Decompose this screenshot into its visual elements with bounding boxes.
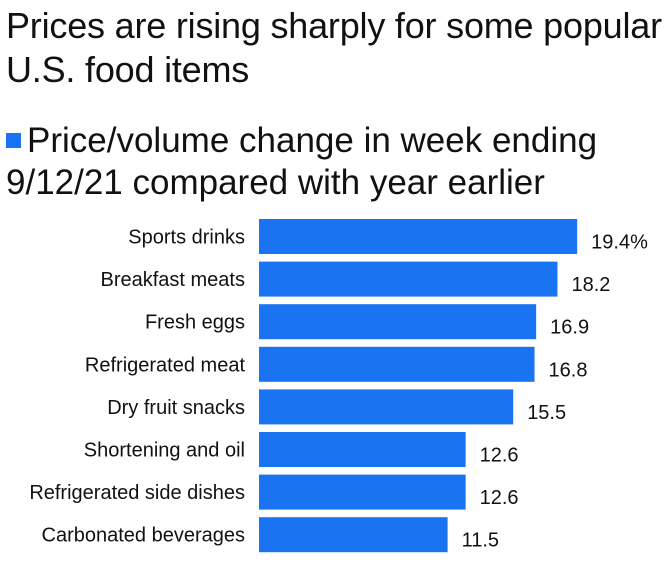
- category-label: Carbonated beverages: [42, 525, 245, 547]
- bar: [259, 517, 448, 553]
- bar: [259, 219, 578, 254]
- value-label: 19.4%: [591, 232, 648, 254]
- bar: [259, 346, 535, 382]
- chart-title: Prices are rising sharply for some popul…: [6, 5, 662, 90]
- category-label: Dry fruit snacks: [107, 397, 245, 419]
- legend: Price/volume change in week ending 9/12/…: [6, 120, 666, 204]
- value-label: 12.6: [480, 445, 519, 467]
- category-label: Shortening and oil: [84, 440, 245, 462]
- value-label: 16.9: [550, 317, 589, 339]
- category-label: Sports drinks: [128, 227, 245, 249]
- value-label: 11.5: [462, 530, 499, 552]
- bar: [259, 389, 514, 425]
- category-label: Fresh eggs: [145, 312, 245, 334]
- value-label: 12.6: [480, 487, 519, 509]
- bar-chart: Sports drinks 19.4% Breakfast meats 18.2 Fre…: [29, 219, 648, 553]
- legend-swatch: [6, 133, 21, 148]
- bar: [259, 474, 466, 510]
- value-label: 18.2: [571, 274, 610, 296]
- category-label: Refrigerated meat: [85, 354, 246, 376]
- category-label: Refrigerated side dishes: [29, 482, 245, 504]
- legend-label: Price/volume change in week ending 9/12/…: [6, 121, 598, 202]
- category-label: Breakfast meats: [100, 269, 245, 291]
- value-label: 15.5: [527, 402, 566, 424]
- bar: [259, 261, 558, 297]
- bar: [259, 304, 537, 340]
- bar: [259, 432, 466, 467]
- value-label: 16.8: [549, 359, 588, 381]
